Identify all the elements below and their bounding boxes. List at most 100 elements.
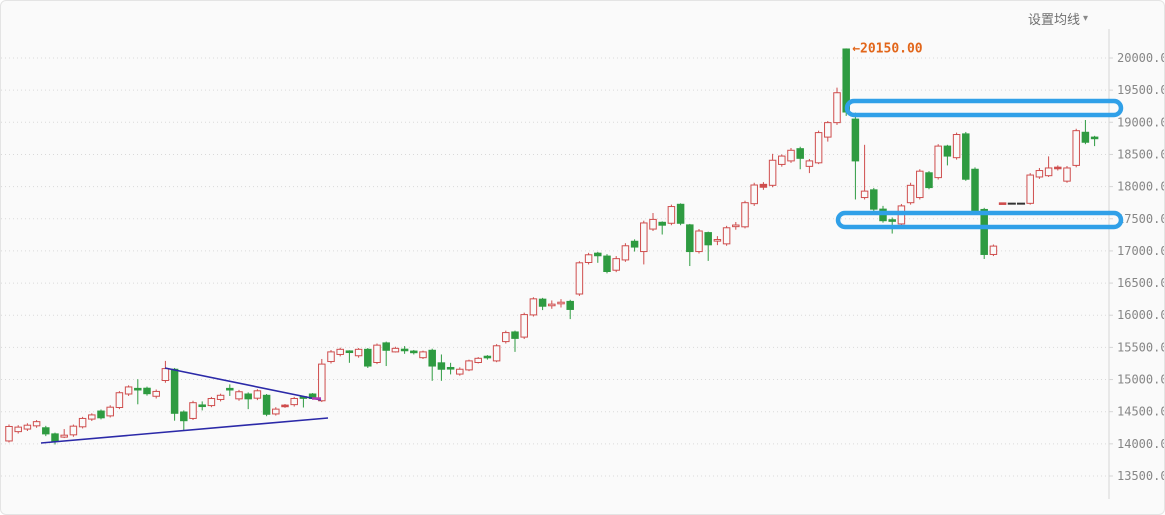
candle	[1090, 135, 1099, 147]
candle	[934, 144, 942, 180]
candle	[750, 182, 758, 206]
candle	[952, 132, 961, 160]
candle	[667, 204, 676, 226]
candle	[152, 389, 160, 399]
candle	[373, 343, 381, 365]
candle	[474, 357, 482, 364]
candle	[520, 312, 528, 340]
candle	[262, 394, 271, 417]
candle	[226, 384, 234, 396]
candle	[272, 407, 280, 416]
y-axis-label: 18000.0	[1117, 180, 1164, 194]
candle	[115, 391, 124, 410]
candle	[778, 154, 786, 167]
candle	[419, 350, 427, 359]
candle	[456, 367, 464, 376]
candle	[851, 112, 860, 200]
candle	[492, 344, 501, 363]
y-axis-label: 14000.0	[1117, 437, 1164, 451]
candle	[1044, 156, 1053, 177]
candle	[906, 182, 915, 205]
candle	[235, 389, 243, 401]
y-axis-label: 16500.0	[1117, 276, 1164, 290]
candle	[207, 396, 216, 408]
candle	[548, 300, 556, 309]
candle	[722, 225, 731, 246]
resistance-box[interactable]	[844, 98, 1124, 118]
candle	[5, 424, 13, 443]
candle	[511, 330, 519, 352]
candle	[538, 297, 547, 311]
candle	[161, 360, 170, 383]
candle	[336, 347, 344, 357]
candle	[364, 348, 372, 368]
candle	[658, 221, 666, 235]
candle	[180, 410, 188, 431]
candle	[382, 341, 390, 367]
y-axis-label: 13500.0	[1117, 469, 1164, 483]
y-axis: 20000.0 19500.0 19000.0 18500.0 18000.0 17500…	[1108, 29, 1164, 499]
candle	[640, 220, 648, 265]
candles-layer	[5, 48, 1099, 445]
chart-toolbar: 设置均线 ▾	[1024, 7, 1092, 30]
candle	[925, 171, 933, 190]
candle	[998, 202, 1007, 205]
ma-settings-button[interactable]: 设置均线 ▾	[1024, 7, 1092, 30]
candle	[143, 386, 151, 396]
y-axis-label: 14500.0	[1117, 405, 1164, 419]
y-axis-label: 19000.0	[1117, 115, 1164, 129]
y-axis-label: 15000.0	[1117, 373, 1164, 387]
candle	[814, 130, 823, 165]
candle	[216, 393, 225, 402]
triangle-upper-trendline[interactable]	[164, 367, 322, 401]
candle	[97, 409, 105, 420]
candle	[446, 362, 455, 375]
candle	[281, 403, 289, 408]
candle	[980, 207, 988, 259]
candle	[916, 169, 924, 200]
candle	[713, 236, 722, 246]
candle	[437, 354, 446, 381]
support-box[interactable]	[835, 210, 1124, 230]
candle	[630, 239, 639, 252]
candle	[318, 358, 326, 403]
y-axis-label: 19500.0	[1117, 83, 1164, 97]
candle	[796, 146, 804, 170]
triangle-lower-trendline[interactable]	[40, 417, 329, 444]
candle	[557, 299, 565, 308]
candle	[1072, 128, 1080, 168]
candle	[676, 203, 685, 226]
candle	[189, 400, 197, 421]
candle	[732, 221, 740, 230]
y-axis-label: 20000.0	[1117, 51, 1164, 65]
candle	[1035, 167, 1044, 179]
y-axis-label: 15500.0	[1117, 340, 1164, 354]
grid-layer	[1, 57, 1109, 477]
candle	[78, 416, 87, 429]
candle	[299, 396, 308, 408]
candle	[686, 223, 694, 267]
candle	[32, 420, 41, 428]
candle	[345, 350, 354, 363]
y-axis-label: 17500.0	[1117, 212, 1164, 226]
candle	[88, 413, 96, 422]
candle	[695, 229, 703, 254]
candle	[124, 385, 133, 396]
candle	[575, 261, 584, 296]
candle	[391, 346, 400, 353]
candle	[971, 167, 979, 213]
candle	[621, 243, 630, 262]
candle	[1026, 173, 1034, 205]
candle	[759, 182, 768, 190]
candle	[649, 212, 657, 231]
candle	[1054, 165, 1062, 171]
candle	[198, 401, 206, 411]
candle	[23, 423, 32, 431]
candle	[1081, 120, 1090, 145]
candle	[428, 348, 436, 381]
candle	[768, 153, 777, 188]
candle	[594, 251, 602, 263]
candle	[529, 297, 538, 317]
